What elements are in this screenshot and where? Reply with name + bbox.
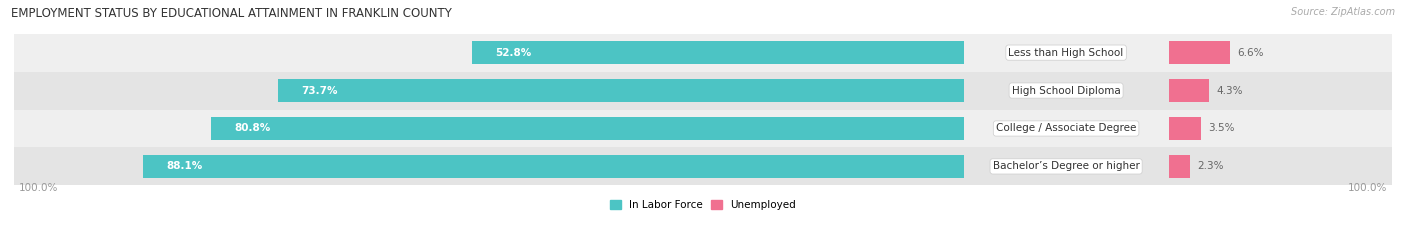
Text: College / Associate Degree: College / Associate Degree — [995, 123, 1136, 134]
Text: 88.1%: 88.1% — [167, 161, 202, 171]
Text: 4.3%: 4.3% — [1216, 86, 1243, 96]
Text: EMPLOYMENT STATUS BY EDUCATIONAL ATTAINMENT IN FRANKLIN COUNTY: EMPLOYMENT STATUS BY EDUCATIONAL ATTAINM… — [11, 7, 453, 20]
Bar — [14, 72, 1392, 110]
Bar — [14, 110, 1392, 147]
Bar — [1168, 155, 1189, 178]
Bar — [1168, 79, 1209, 102]
Bar — [1168, 41, 1230, 64]
Text: 73.7%: 73.7% — [301, 86, 337, 96]
Text: Bachelor’s Degree or higher: Bachelor’s Degree or higher — [993, 161, 1139, 171]
Text: 80.8%: 80.8% — [235, 123, 271, 134]
Bar — [14, 147, 1392, 185]
Text: 3.5%: 3.5% — [1209, 123, 1234, 134]
Text: 6.6%: 6.6% — [1237, 48, 1264, 58]
Text: Source: ZipAtlas.com: Source: ZipAtlas.com — [1291, 7, 1395, 17]
Bar — [14, 34, 1392, 72]
Bar — [277, 79, 963, 102]
Bar — [472, 41, 963, 64]
Text: High School Diploma: High School Diploma — [1012, 86, 1121, 96]
Bar — [1168, 117, 1201, 140]
Text: 52.8%: 52.8% — [495, 48, 531, 58]
Text: 100.0%: 100.0% — [18, 183, 58, 193]
Bar — [211, 117, 963, 140]
Text: 2.3%: 2.3% — [1198, 161, 1223, 171]
Bar — [143, 155, 963, 178]
Text: Less than High School: Less than High School — [1008, 48, 1123, 58]
Legend: In Labor Force, Unemployed: In Labor Force, Unemployed — [610, 200, 796, 210]
Text: 100.0%: 100.0% — [1348, 183, 1388, 193]
